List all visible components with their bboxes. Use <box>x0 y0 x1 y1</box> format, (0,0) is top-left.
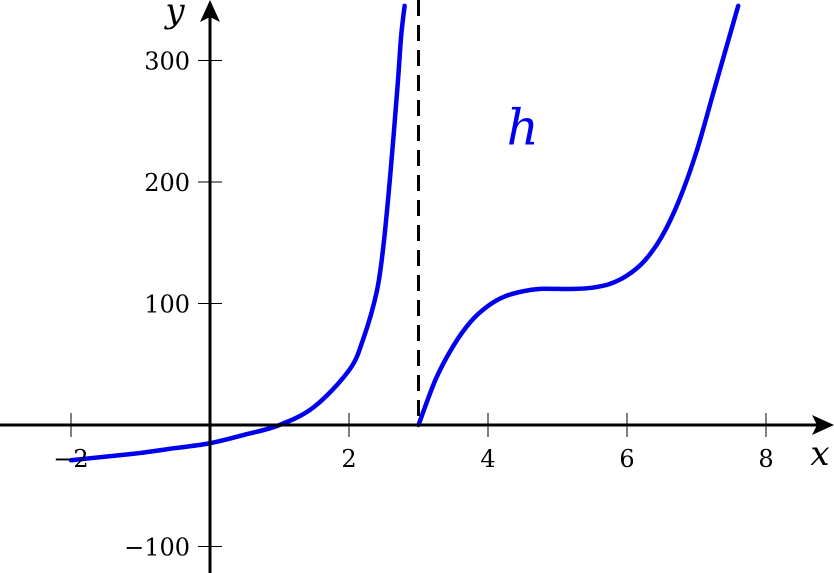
y-axis-arrow-icon <box>200 0 220 22</box>
curve-label-h: h <box>507 98 539 156</box>
x-tick-label-1: 2 <box>341 445 356 473</box>
x-axis-arrow-icon <box>812 415 834 435</box>
x-axis-label: x <box>810 434 829 474</box>
curve-layer <box>68 0 741 463</box>
x-tick-label-4: 8 <box>758 445 773 473</box>
y-tick-label-2: 200 <box>144 169 190 197</box>
y-tick-label-1: 100 <box>144 291 190 319</box>
y-tick-label-3: 300 <box>144 48 190 76</box>
x-tick-label-3: 6 <box>619 445 634 473</box>
y-axis-label: y <box>163 0 185 31</box>
x-tick-label-2: 4 <box>480 445 495 473</box>
x-tick-label-0: −2 <box>53 445 88 473</box>
labels-layer: −2 2 4 6 8 −100 100 200 300 x y h <box>53 0 829 562</box>
curve-h-right-branch <box>416 3 741 428</box>
y-tick-label-0: −100 <box>124 534 190 562</box>
curve-h-left-branch <box>68 3 407 463</box>
